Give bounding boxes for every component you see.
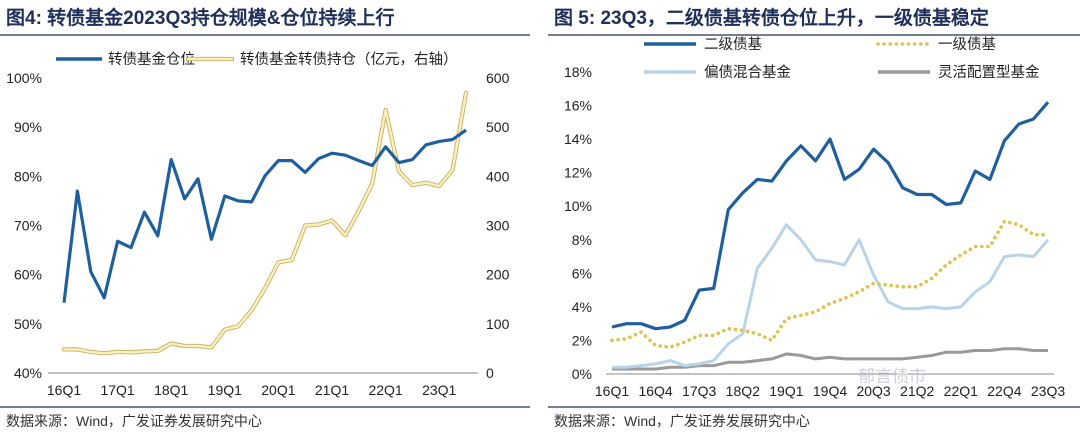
right-axis-tick-label: 400: [486, 168, 510, 184]
x-tick-label: 22Q1: [368, 382, 402, 398]
legend-label-flexible-allocation-fund: 灵活配置型基金: [938, 64, 1040, 81]
left-source-note: 数据来源：Wind，广发证券发展研究中心: [6, 413, 262, 429]
y-tick-label: 14%: [564, 131, 592, 147]
left-y-tick-label: 60%: [14, 267, 42, 283]
y-tick-label: 0%: [572, 366, 592, 382]
x-tick-label: 22Q4: [987, 383, 1021, 399]
left-y-tick-label: 90%: [14, 119, 42, 135]
left-footer-divider: [0, 406, 530, 408]
left-title-divider: [0, 34, 530, 36]
x-tick-label: 20Q3: [856, 383, 890, 399]
right-line-chart: 0% 2% 4% 6% 8% 10% 12% 14% 16% 18% 16Q1 16Q4 17Q3 18Q…: [564, 36, 1065, 399]
x-tick-label: 18Q2: [726, 383, 760, 399]
x-tick-label: 21Q2: [900, 383, 934, 399]
series-line-bond-hybrid-fund: [612, 223, 1050, 369]
legend-label-primary-bond-fund: 一级债基: [938, 36, 996, 53]
series-line-flexible-allocation-fund: [612, 347, 1048, 371]
right-title-divider: [548, 34, 1080, 36]
left-chart-panel: 图4: 转债基金2023Q3持仓规模&仓位持续上行 40% 50% 60% 70% 80…: [0, 0, 530, 434]
series-line-primary-bond-fund: [610, 219, 1050, 350]
x-tick-label: 19Q1: [208, 382, 242, 398]
x-tick-label: 16Q1: [47, 382, 81, 398]
y-tick-label: 12%: [564, 165, 592, 181]
watermark-text: 郁言债市: [858, 367, 926, 386]
x-tick-label: 20Q1: [261, 382, 295, 398]
right-axis-tick-label: 500: [486, 119, 510, 135]
legend-label-secondary-bond-fund: 二级债基: [704, 36, 762, 53]
x-tick-label: 19Q1: [769, 383, 803, 399]
series-line-position: [62, 128, 467, 303]
left-y-tick-label: 100%: [6, 70, 42, 86]
series-outline-holdings: [61, 90, 469, 356]
left-y-tick-label: 80%: [14, 168, 42, 184]
x-tick-label: 16Q4: [638, 383, 672, 399]
right-footer-divider: [548, 406, 1080, 408]
y-tick-label: 16%: [564, 98, 592, 114]
x-tick-label: 17Q1: [100, 382, 134, 398]
left-y-tick-label: 40%: [14, 365, 42, 381]
x-tick-label: 17Q3: [682, 383, 716, 399]
legend-label-holdings: 转债基金转债持仓（亿元，右轴）: [240, 51, 458, 68]
legend-label-position: 转债基金仓位: [108, 51, 195, 68]
right-axis-tick-label: 200: [486, 267, 510, 283]
x-tick-label: 22Q1: [944, 383, 978, 399]
left-chart-title: 图4: 转债基金2023Q3持仓规模&仓位持续上行: [6, 8, 395, 29]
y-tick-label: 18%: [564, 64, 592, 80]
x-tick-label: 21Q1: [315, 382, 349, 398]
right-axis-tick-label: 100: [486, 316, 510, 332]
y-tick-label: 6%: [572, 265, 592, 281]
x-tick-label: 19Q4: [813, 383, 847, 399]
right-axis-tick-label: 0: [486, 365, 494, 381]
y-tick-label: 8%: [572, 232, 592, 248]
y-tick-label: 4%: [572, 299, 592, 315]
series-line-secondary-bond-fund: [611, 101, 1050, 331]
x-tick-label: 18Q1: [154, 382, 188, 398]
x-tick-label: 16Q1: [595, 383, 629, 399]
left-y-tick-label: 50%: [14, 316, 42, 332]
left-line-chart: 40% 50% 60% 70% 80% 90% 100% 0 100 200 300 400 500 60…: [6, 51, 510, 398]
x-tick-label: 23Q3: [1031, 383, 1065, 399]
y-tick-label: 2%: [572, 332, 592, 348]
right-chart-panel: 图 5: 23Q3，二级债基转债仓位上升，一级债基稳定 0% 2% 4% 6% 8% 10…: [548, 0, 1080, 434]
right-axis-tick-label: 300: [486, 218, 510, 234]
y-tick-label: 10%: [564, 198, 592, 214]
legend-label-bond-hybrid-fund: 偏债混合基金: [704, 64, 791, 81]
right-chart-title: 图 5: 23Q3，二级债基转债仓位上升，一级债基稳定: [554, 8, 989, 29]
right-axis-tick-label: 600: [486, 70, 510, 86]
right-source-note: 数据来源：Wind，广发证券发展研究中心: [554, 413, 810, 429]
x-tick-label: 23Q1: [422, 382, 456, 398]
series-line-holdings: [62, 91, 468, 355]
left-y-tick-label: 70%: [14, 218, 42, 234]
